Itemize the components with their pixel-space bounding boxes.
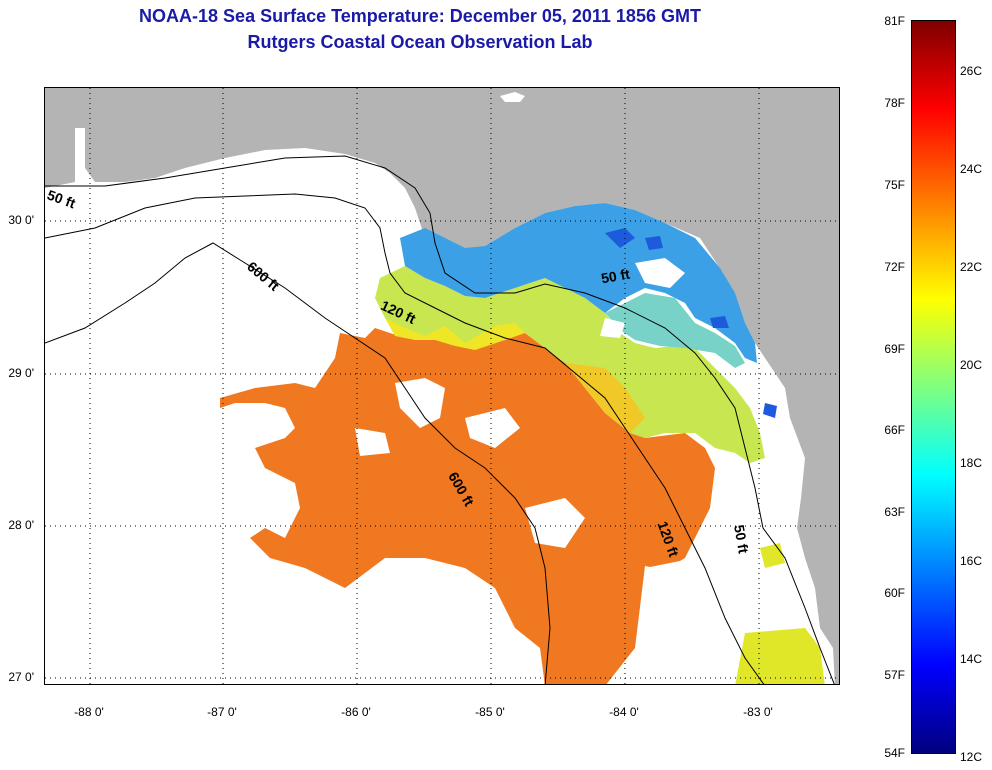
cbar-c-18: 18C	[960, 456, 983, 470]
lat-label-27: 27 0'	[8, 670, 34, 684]
temperature-colorbar	[911, 20, 956, 754]
map-subtitle: Rutgers Coastal Ocean Observation Lab	[247, 32, 593, 52]
cbar-c-26: 26C	[960, 64, 983, 78]
cbar-f-60: 60F	[884, 586, 905, 600]
cbar-f-63: 63F	[884, 505, 905, 519]
lon-label-85: -85 0'	[475, 705, 505, 719]
cbar-f-78: 78F	[884, 96, 905, 110]
cbar-f-75: 75F	[884, 178, 905, 192]
cbar-f-81: 81F	[884, 14, 905, 28]
lat-label-29: 29 0'	[8, 366, 34, 380]
sst-map: 50 ft 600 ft 120 ft 50 ft 600 ft 120 ft …	[44, 87, 840, 685]
lon-label-86: -86 0'	[341, 705, 371, 719]
cbar-f-57: 57F	[884, 668, 905, 682]
lat-label-30: 30 0'	[8, 213, 34, 227]
lon-label-83: -83 0'	[743, 705, 773, 719]
sst-map-graphic	[45, 88, 839, 684]
sst-warm-region	[220, 328, 715, 684]
land-area	[45, 88, 839, 684]
depth-contours	[45, 155, 835, 684]
cbar-c-22: 22C	[960, 260, 983, 274]
cbar-c-24: 24C	[960, 162, 983, 176]
cbar-f-72: 72F	[884, 260, 905, 274]
lat-label-28: 28 0'	[8, 518, 34, 532]
sst-cold-region	[400, 203, 757, 363]
cbar-c-16: 16C	[960, 554, 983, 568]
lon-label-87: -87 0'	[207, 705, 237, 719]
cbar-c-20: 20C	[960, 358, 983, 372]
map-title: NOAA-18 Sea Surface Temperature: Decembe…	[139, 6, 701, 26]
lon-label-88: -88 0'	[74, 705, 104, 719]
cbar-c-12: 12C	[960, 750, 983, 764]
cbar-c-14: 14C	[960, 652, 983, 666]
cbar-f-54: 54F	[884, 746, 905, 760]
lon-label-84: -84 0'	[609, 705, 639, 719]
cbar-f-69: 69F	[884, 342, 905, 356]
cbar-f-66: 66F	[884, 423, 905, 437]
